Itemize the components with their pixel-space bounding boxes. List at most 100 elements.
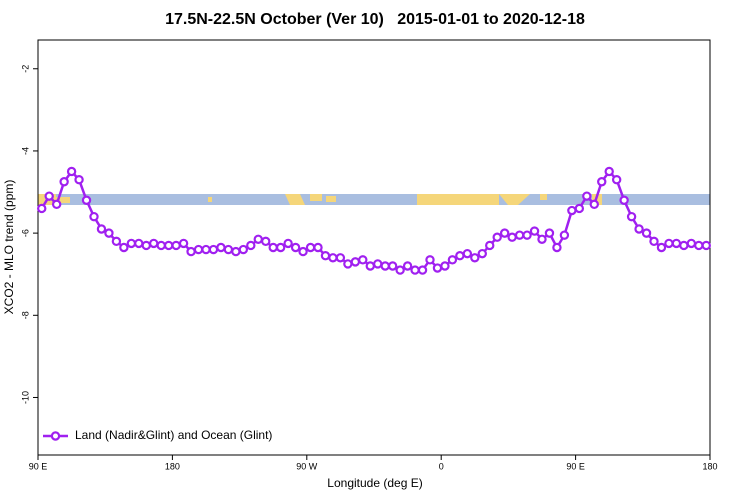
data-point xyxy=(178,238,189,249)
data-point xyxy=(619,195,629,205)
data-point xyxy=(186,246,196,257)
data-point xyxy=(447,255,458,265)
data-point xyxy=(462,248,473,259)
data-point xyxy=(485,240,495,251)
data-point xyxy=(514,230,525,240)
data-point xyxy=(126,238,137,249)
data-point xyxy=(283,238,293,249)
data-point xyxy=(343,259,353,269)
data-point xyxy=(89,211,99,222)
data-point xyxy=(410,265,420,275)
data-point xyxy=(149,238,159,249)
x-tick-label: 0 xyxy=(439,461,444,471)
data-point xyxy=(37,203,47,214)
data-point xyxy=(358,255,368,265)
data-point xyxy=(81,195,92,205)
land-ocean-band xyxy=(38,194,710,205)
data-point xyxy=(275,242,286,253)
data-point xyxy=(261,236,271,247)
data-point xyxy=(380,261,390,271)
data-point xyxy=(701,240,711,251)
data-point xyxy=(231,246,241,257)
data-point xyxy=(641,228,652,238)
data-point xyxy=(402,261,413,271)
data-point xyxy=(320,251,331,261)
x-axis-label: Longitude (deg E) xyxy=(327,476,422,490)
data-point xyxy=(163,240,174,251)
data-point xyxy=(492,232,502,242)
data-point xyxy=(238,244,249,255)
data-point xyxy=(529,226,540,236)
series-line xyxy=(40,169,707,272)
data-point xyxy=(694,240,704,251)
data-point xyxy=(432,263,443,273)
y-tick-label: -8 xyxy=(20,311,30,319)
data-point xyxy=(589,199,599,210)
data-point xyxy=(208,244,219,255)
data-point xyxy=(66,166,77,177)
data-point xyxy=(253,234,263,244)
y-axis-label: XCO2 - MLO trend (ppm) xyxy=(2,180,16,315)
data-point xyxy=(649,236,659,247)
data-point xyxy=(395,265,405,275)
data-point xyxy=(373,259,383,269)
data-point xyxy=(455,251,465,261)
data-point xyxy=(440,261,450,271)
x-tick-label: 90 E xyxy=(29,461,48,471)
data-point xyxy=(51,199,62,210)
data-point xyxy=(574,203,585,214)
data-point xyxy=(499,228,510,238)
data-point xyxy=(193,244,204,255)
data-point xyxy=(216,242,226,253)
data-point xyxy=(387,261,398,271)
data-point xyxy=(365,261,375,271)
data-point xyxy=(417,265,428,275)
data-point xyxy=(507,232,517,242)
data-point xyxy=(268,242,278,253)
legend-marker xyxy=(50,431,61,441)
data-point xyxy=(119,242,129,253)
data-point xyxy=(522,230,532,240)
data-point xyxy=(537,234,547,244)
data-point xyxy=(686,238,697,249)
legend-label: Land (Nadir&Glint) and Ocean (Glint) xyxy=(75,428,272,442)
data-point xyxy=(313,242,323,253)
data-point xyxy=(350,257,361,267)
x-tick-label: 90 W xyxy=(296,461,318,471)
data-point xyxy=(44,191,54,201)
data-point xyxy=(604,166,614,177)
x-tick-label: 180 xyxy=(165,461,180,471)
data-point xyxy=(671,238,682,249)
data-point xyxy=(328,253,338,263)
data-point xyxy=(544,228,555,238)
data-point xyxy=(111,236,122,247)
data-point xyxy=(246,240,256,251)
data-point xyxy=(567,205,577,216)
y-tick-label: -10 xyxy=(20,391,30,404)
data-point xyxy=(552,242,562,253)
data-point xyxy=(477,248,487,259)
data-point xyxy=(156,240,166,251)
data-point xyxy=(305,242,316,253)
data-point xyxy=(201,244,211,255)
data-point xyxy=(611,175,622,185)
data-point xyxy=(74,175,84,185)
data-point xyxy=(335,253,346,263)
data-point xyxy=(298,246,308,257)
data-point xyxy=(96,224,107,234)
data-point xyxy=(171,240,181,251)
data-point xyxy=(425,255,435,265)
x-tick-label: 90 E xyxy=(566,461,585,471)
data-point xyxy=(104,228,114,238)
data-point xyxy=(290,242,301,253)
data-point xyxy=(634,224,644,234)
data-point xyxy=(141,240,151,251)
x-tick-label: 180 xyxy=(702,461,717,471)
data-point xyxy=(656,242,667,253)
data-point xyxy=(59,177,69,187)
data-point xyxy=(582,191,592,201)
data-point xyxy=(664,238,674,249)
data-point xyxy=(223,244,234,255)
data-point xyxy=(470,253,480,263)
